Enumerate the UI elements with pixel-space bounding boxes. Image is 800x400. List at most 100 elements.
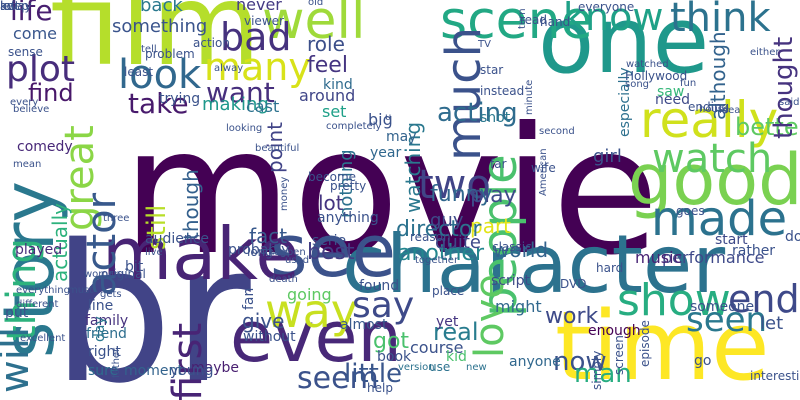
word-everything: everything [16,285,70,296]
word-turn: turn [517,8,528,30]
word-use: use [429,360,451,374]
word-part: part [470,214,512,238]
word-well: well [262,0,366,51]
word-see: see [270,209,397,293]
word-work: work [545,304,599,329]
word-need: need [655,92,690,108]
word-give: give [242,309,285,333]
word-back: back [140,0,183,16]
word-really: really [640,91,779,149]
word-moment: moment [124,363,183,379]
word-least: least [124,65,154,79]
word-yet: yet [436,314,459,330]
word-right: right [88,344,121,360]
word-make: make [102,212,300,296]
word-shot: shot [480,110,511,126]
word-saw: saw [657,84,685,100]
word-left: left [0,0,20,13]
word-something: something [112,16,208,37]
word-tell: tell [141,44,157,55]
word-around: around [299,86,356,105]
word-song: song [625,79,650,90]
word-reason: reason [410,230,451,244]
word-rather: rather [732,243,776,259]
word-guy: guy [430,210,464,231]
word-set: set [322,102,347,121]
word-going: going [287,285,332,304]
word-u: u [385,112,392,123]
word-interesting: interesting [750,369,800,383]
word-world: world [493,238,549,262]
word-music: music [635,248,683,267]
word-course: course [410,338,464,357]
word-even: even [230,296,402,378]
word-three: three [103,213,130,224]
word-beautiful: beautiful [255,143,300,154]
word-two: two [418,162,491,208]
word-long: long [247,245,273,259]
word-kid: kid [446,349,467,365]
word-original: original [101,267,146,281]
word-tv: TV [478,39,491,50]
word-life: life [10,0,53,27]
word-character: character [342,218,726,311]
word-father: father [111,347,122,378]
word-performance: performance [662,248,765,267]
word-every: every [10,97,39,108]
word-though: though [179,168,203,240]
word-better: better [735,113,800,141]
word-anything: anything [317,210,379,226]
word-film: film [50,0,261,91]
word-either: either [750,47,780,58]
word-cast: cast [246,97,280,116]
word-watch: watch [652,136,773,182]
word-another: another [398,241,485,266]
word-different: different [16,299,59,310]
word-got: got [373,329,410,354]
word-viewer: viewer [244,14,284,28]
word-way: way [265,284,359,338]
word-old: old [308,0,324,8]
word-far: far [490,157,507,171]
word-sure: sure [88,363,119,379]
word-played: played [15,242,63,258]
word-death: death [269,274,298,285]
word-take: take [128,87,189,120]
word-woman: woman [84,269,121,280]
word-instead: instead [480,84,525,98]
word-someone: someone [690,299,755,315]
word-dvd: DVD [560,277,587,291]
word-fan: fan [241,287,257,311]
word-serie: serie [312,233,347,249]
word-never: never [236,0,282,14]
word-bit: bit [125,259,144,275]
word-mean: mean [13,159,42,170]
word-good: good [628,139,800,221]
word-together: together [415,255,459,266]
word-action: action [193,36,230,50]
word-comedy: comedy [17,139,73,155]
word-seem: seem [297,361,379,396]
word-problem: problem [145,47,195,61]
word-everyone: everyone [578,0,635,14]
word-let: let [760,313,784,334]
word-br: br [52,204,251,400]
word-screen: screen [612,334,626,375]
word-read: read [520,13,548,27]
word-star: star [480,63,504,77]
word-said: said [779,97,800,108]
word-think: think [670,0,771,41]
word-role: role [307,32,345,56]
word-ending: ending [688,100,730,114]
word-version: version [398,362,435,373]
word-man: man [574,359,632,389]
word-house: house [699,104,730,115]
word-minute: minute [524,79,535,115]
word-trying: trying [159,91,201,107]
word-new: new [466,362,487,373]
word-idea: idea [719,105,741,116]
word-episode: episode [638,319,652,367]
word-one: one [538,0,710,94]
word-second: second [539,126,575,137]
word-live: live [145,247,163,258]
